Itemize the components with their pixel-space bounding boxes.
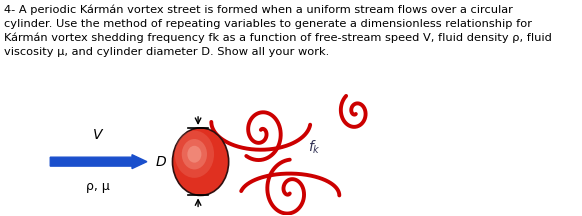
Circle shape — [182, 139, 207, 169]
Text: ρ, μ: ρ, μ — [86, 179, 109, 192]
Circle shape — [172, 128, 229, 195]
Text: D: D — [155, 155, 166, 169]
Circle shape — [187, 146, 201, 163]
FancyArrow shape — [50, 155, 147, 169]
Circle shape — [175, 131, 214, 178]
Text: $f_k$: $f_k$ — [308, 139, 321, 156]
Text: V: V — [93, 128, 102, 142]
Text: 4- A periodic Kármán vortex street is formed when a uniform stream flows over a : 4- A periodic Kármán vortex street is fo… — [4, 5, 552, 57]
